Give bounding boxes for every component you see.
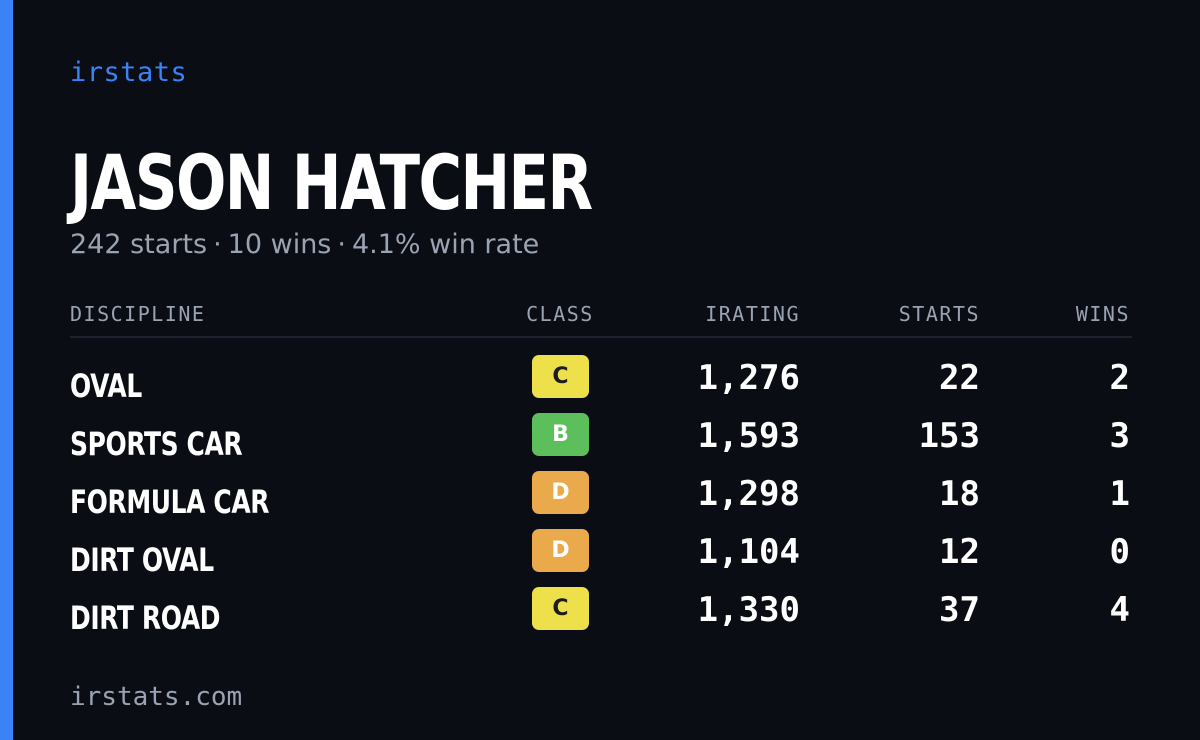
wins-value: 2 bbox=[1109, 358, 1130, 398]
starts-value: 37 bbox=[939, 590, 980, 630]
header-starts: STARTS bbox=[898, 302, 980, 326]
starts-value: 22 bbox=[939, 358, 980, 398]
discipline-name: SPORTS CAR bbox=[70, 425, 243, 463]
irating-value: 1,104 bbox=[697, 532, 800, 572]
wins-value: 0 bbox=[1109, 532, 1130, 572]
wins-value: 1 bbox=[1109, 474, 1130, 514]
table-row: OVAL C 1,276 22 2 bbox=[70, 354, 1132, 412]
table-body: OVAL C 1,276 22 2 SPORTS CAR B 1,593 153… bbox=[70, 354, 1132, 644]
discipline-name: DIRT OVAL bbox=[70, 541, 214, 579]
header-wins: WINS bbox=[1075, 302, 1130, 326]
discipline-name: FORMULA CAR bbox=[70, 483, 270, 521]
header-irating: IRATING bbox=[705, 302, 800, 326]
discipline-name: OVAL bbox=[70, 367, 142, 405]
irating-value: 1,298 bbox=[697, 474, 800, 514]
brand-logo[interactable]: irstats bbox=[70, 57, 188, 88]
discipline-table: DISCIPLINE CLASS IRATING STARTS WINS OVA… bbox=[70, 296, 1132, 644]
header-class: CLASS bbox=[526, 302, 594, 326]
win-rate-summary: 4.1% win rate bbox=[351, 229, 540, 260]
class-badge: C bbox=[532, 355, 589, 398]
footer-url[interactable]: irstats.com bbox=[70, 682, 243, 712]
wins-value: 4 bbox=[1109, 590, 1130, 630]
table-header: DISCIPLINE CLASS IRATING STARTS WINS bbox=[70, 296, 1132, 338]
irating-value: 1,276 bbox=[697, 358, 800, 398]
class-badge: C bbox=[532, 587, 589, 630]
table-row: DIRT ROAD C 1,330 37 4 bbox=[70, 586, 1132, 644]
accent-bar bbox=[0, 0, 13, 740]
starts-value: 153 bbox=[918, 416, 980, 456]
discipline-name: DIRT ROAD bbox=[70, 599, 221, 637]
starts-summary: 242 starts bbox=[70, 229, 208, 260]
class-badge: D bbox=[532, 529, 589, 572]
starts-value: 18 bbox=[939, 474, 980, 514]
table-row: DIRT OVAL D 1,104 12 0 bbox=[70, 528, 1132, 586]
separator: · bbox=[213, 229, 222, 260]
starts-value: 12 bbox=[939, 532, 980, 572]
class-badge: B bbox=[532, 413, 589, 456]
separator: · bbox=[337, 229, 346, 260]
wins-summary: 10 wins bbox=[227, 229, 332, 260]
irating-value: 1,593 bbox=[697, 416, 800, 456]
table-row: SPORTS CAR B 1,593 153 3 bbox=[70, 412, 1132, 470]
driver-summary: 242 starts · 10 wins · 4.1% win rate bbox=[70, 228, 539, 262]
header-discipline: DISCIPLINE bbox=[70, 302, 206, 326]
driver-name: JASON HATCHER bbox=[70, 138, 593, 227]
class-badge: D bbox=[532, 471, 589, 514]
wins-value: 3 bbox=[1109, 416, 1130, 456]
table-row: FORMULA CAR D 1,298 18 1 bbox=[70, 470, 1132, 528]
irating-value: 1,330 bbox=[697, 590, 800, 630]
